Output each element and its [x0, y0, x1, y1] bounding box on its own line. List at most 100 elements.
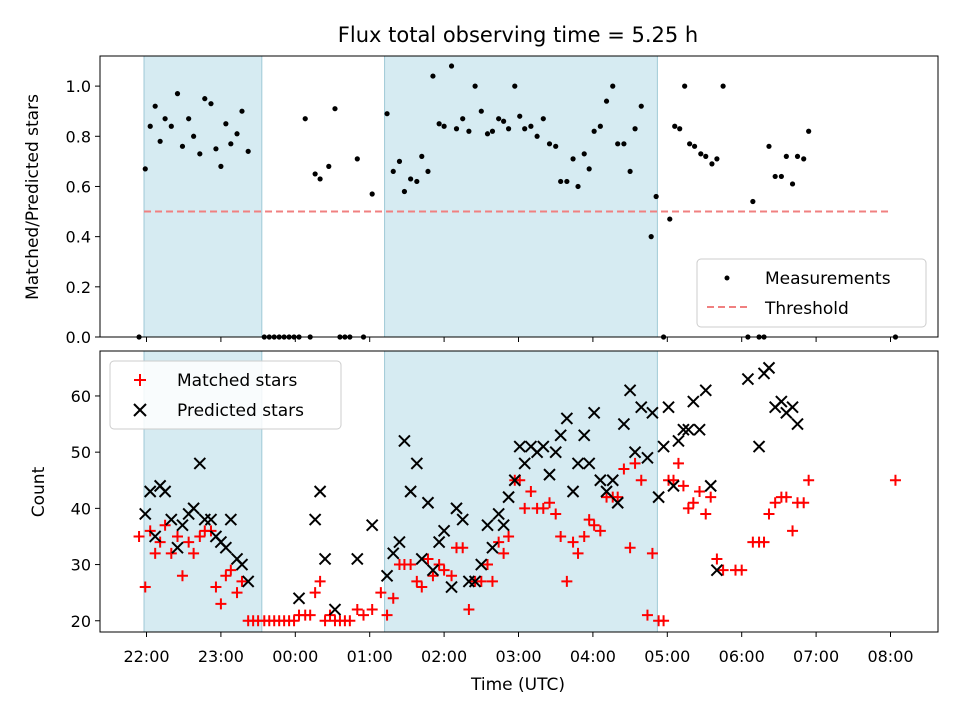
measurement-point: [174, 91, 181, 97]
measurement-point: [677, 126, 683, 132]
predicted-star-point: [682, 423, 695, 436]
predicted-star-point: [313, 485, 327, 498]
matched-star-point: [555, 530, 567, 542]
bottom-legend: Matched stars Predicted stars: [109, 360, 342, 430]
x-tick-label: 22:00: [123, 647, 169, 666]
measurement-point: [806, 128, 812, 134]
measurement-point: [615, 141, 621, 147]
measurement-point: [218, 163, 224, 169]
matched-star-point: [172, 530, 183, 542]
chart-title: Flux total observing time = 5.25 h: [338, 23, 698, 47]
matched-star-point: [358, 609, 369, 621]
matched-star-point: [787, 525, 799, 537]
legend-predicted-label: Predicted stars: [177, 401, 304, 421]
measurement-point: [638, 103, 644, 109]
matched-star-point: [387, 592, 399, 604]
measurement-point: [430, 73, 436, 79]
measurement-point: [436, 121, 442, 127]
measurement-point: [414, 178, 420, 185]
predicted-star-point: [450, 502, 463, 515]
measurement-point: [698, 151, 704, 157]
measurement-point: [142, 166, 148, 172]
matched-star-point: [567, 536, 579, 548]
measurement-point: [720, 83, 726, 89]
measurement-point: [672, 123, 678, 129]
x-tick-label: 00:00: [272, 647, 318, 666]
matched-star-point: [139, 581, 151, 593]
measurement-point: [168, 123, 174, 129]
matched-star-point: [475, 575, 487, 587]
matched-star-point: [133, 530, 145, 542]
matched-star-point: [798, 497, 810, 509]
predicted-star-point: [600, 485, 613, 498]
measurement-point: [801, 156, 807, 162]
predicted-star-point: [235, 558, 249, 571]
measurement-point: [766, 143, 772, 149]
legend-measurements-marker: [724, 275, 730, 281]
measurement-point: [570, 156, 576, 162]
x-tick-label: 08:00: [867, 647, 913, 666]
matched-star-point: [375, 587, 387, 599]
measurement-point: [505, 126, 512, 132]
predicted-star-point: [144, 485, 157, 498]
measurement-point: [794, 153, 801, 159]
measurement-point: [354, 156, 360, 162]
measurement-point: [581, 151, 587, 157]
matched-star-point: [416, 581, 428, 593]
legend-threshold-label: Threshold: [764, 299, 849, 319]
matched-star-point: [183, 536, 195, 548]
predicted-star-point: [762, 361, 776, 375]
matched-star-point: [594, 525, 606, 537]
matched-star-point: [344, 615, 356, 627]
measurement-point: [179, 143, 186, 149]
predicted-star-point: [582, 457, 596, 470]
y-tick-label: 1.0: [66, 77, 91, 96]
matched-star-point: [381, 609, 393, 621]
measurement-point: [369, 191, 375, 197]
matched-star-point: [288, 615, 300, 627]
predicted-star-point: [445, 580, 458, 594]
predicted-star-point: [549, 445, 562, 459]
measurement-point: [501, 118, 507, 124]
predicted-star-point: [380, 569, 394, 583]
matched-star-point: [618, 463, 630, 475]
measurement-point: [714, 156, 720, 162]
predicted-star-point: [456, 513, 469, 526]
matched-star-point: [482, 559, 493, 571]
predicted-star-point: [165, 513, 178, 526]
matched-star-point: [463, 604, 475, 616]
measurement-point: [597, 123, 603, 129]
x-tick-label: 04:00: [570, 647, 616, 666]
predicted-star-point: [193, 457, 207, 470]
matched-star-point: [687, 497, 699, 509]
measurement-point: [197, 151, 203, 157]
x-tick-label: 03:00: [495, 647, 541, 666]
measurement-point: [326, 163, 332, 169]
legend-matched-marker: [134, 374, 146, 386]
x-tick-label: 07:00: [793, 647, 839, 666]
matched-star-point: [588, 519, 600, 531]
measurement-point: [245, 148, 251, 154]
y-tick-label: 50: [71, 443, 91, 462]
measurement-point: [540, 116, 546, 122]
matched-star-point: [188, 547, 200, 559]
x-tick-label: 06:00: [719, 647, 765, 666]
measurement-point: [558, 178, 564, 185]
predicted-star-point: [492, 507, 505, 521]
measurement-point: [408, 176, 414, 182]
predicted-star-point: [365, 519, 379, 532]
measurement-point: [396, 158, 403, 164]
predicted-star-point: [481, 519, 494, 532]
measurement-point: [648, 234, 654, 240]
matched-star-point: [612, 491, 624, 503]
measurement-point: [667, 216, 673, 222]
measurement-point: [401, 188, 408, 195]
matched-star-point: [236, 575, 248, 587]
matched-star-point: [411, 575, 423, 587]
shaded-interval: [384, 350, 658, 633]
measurement-point: [213, 146, 219, 152]
predicted-star-point: [241, 575, 255, 588]
predicted-star-point: [606, 474, 619, 487]
predicted-star-point: [513, 440, 526, 453]
matched-star-point: [624, 542, 636, 554]
